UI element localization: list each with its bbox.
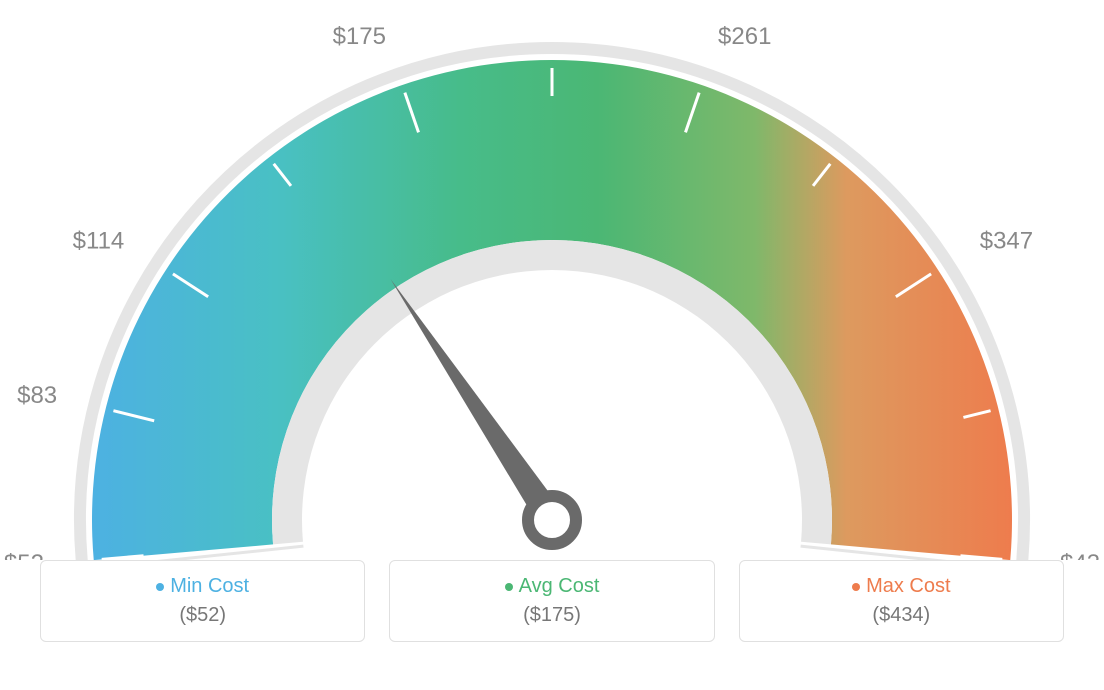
- legend-label-max-text: Max Cost: [866, 575, 950, 597]
- legend-label-avg: Avg Cost: [400, 575, 703, 598]
- gauge-tick-label: $52: [4, 550, 44, 560]
- legend-label-min-text: Min Cost: [170, 575, 249, 597]
- legend-dot-max: [852, 583, 860, 591]
- gauge-tick-label: $175: [333, 23, 386, 50]
- gauge-hub: [528, 496, 576, 544]
- legend-box-max: Max Cost ($434): [739, 560, 1064, 642]
- legend-dot-avg: [505, 583, 513, 591]
- legend-label-max: Max Cost: [750, 575, 1053, 598]
- gauge-tick-label: $114: [73, 228, 125, 255]
- gauge-needle: [391, 279, 564, 528]
- gauge-tick-label: $261: [718, 23, 771, 50]
- legend-dot-min: [156, 583, 164, 591]
- legend-row: Min Cost ($52) Avg Cost ($175) Max Cost …: [0, 560, 1104, 642]
- gauge-tick-label: $434: [1060, 550, 1104, 560]
- gauge-svg: $52 $83 $114 $175 $261 $347 $434: [0, 0, 1104, 560]
- legend-value-avg: ($175): [400, 604, 703, 627]
- legend-box-min: Min Cost ($52): [40, 560, 365, 642]
- cost-gauge-chart: $52 $83 $114 $175 $261 $347 $434: [0, 0, 1104, 560]
- legend-value-min: ($52): [51, 604, 354, 627]
- gauge-tick-label: $83: [17, 382, 57, 409]
- gauge-colored-arc: [92, 60, 1012, 560]
- legend-value-max: ($434): [750, 604, 1053, 627]
- legend-label-min: Min Cost: [51, 575, 354, 598]
- legend-label-avg-text: Avg Cost: [519, 575, 600, 597]
- legend-box-avg: Avg Cost ($175): [389, 560, 714, 642]
- gauge-tick-label: $347: [980, 228, 1033, 255]
